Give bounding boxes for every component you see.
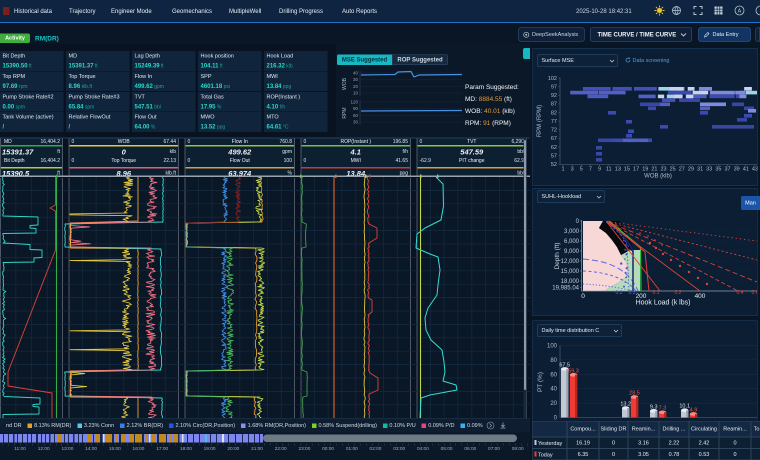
- svg-text:100: 100: [547, 344, 558, 350]
- svg-text:18,000: 18,000: [561, 279, 580, 285]
- svg-text:Depth (ft): Depth (ft): [554, 242, 561, 269]
- svg-text:52: 52: [551, 162, 557, 168]
- svg-text:A: A: [738, 9, 742, 15]
- svg-text:40: 40: [550, 387, 557, 393]
- svg-text:67.5: 67.5: [559, 362, 570, 368]
- svg-text:6,000: 6,000: [564, 239, 580, 245]
- svg-text:57: 57: [551, 153, 557, 159]
- svg-text:0.2: 0.2: [675, 290, 682, 296]
- svg-text:72: 72: [551, 128, 557, 134]
- svg-text:0.2: 0.2: [616, 290, 623, 296]
- svg-text:3: 3: [571, 167, 574, 173]
- svg-text:12,000: 12,000: [561, 259, 580, 265]
- svg-text:RPM (RPM): RPM (RPM): [537, 105, 543, 137]
- svg-text:60: 60: [550, 372, 557, 378]
- svg-text:15: 15: [624, 167, 630, 173]
- svg-text:7: 7: [589, 167, 592, 173]
- svg-text:9.3: 9.3: [650, 404, 658, 410]
- svg-text:23: 23: [660, 167, 666, 173]
- svg-text:20: 20: [353, 84, 359, 89]
- svg-text:0: 0: [576, 219, 580, 225]
- svg-text:13.2: 13.2: [620, 401, 631, 407]
- svg-text:400: 400: [695, 293, 706, 300]
- svg-text:9: 9: [598, 167, 601, 173]
- svg-text:13: 13: [615, 167, 621, 173]
- svg-text:35: 35: [715, 167, 721, 173]
- svg-text:30: 30: [353, 120, 359, 125]
- svg-text:20: 20: [550, 401, 557, 407]
- svg-text:59.3: 59.3: [568, 368, 579, 374]
- svg-text:27: 27: [679, 167, 685, 173]
- svg-text:90: 90: [353, 106, 359, 111]
- svg-text:67: 67: [551, 136, 557, 142]
- svg-text:92: 92: [551, 93, 557, 99]
- svg-text:3,000: 3,000: [564, 229, 580, 235]
- svg-text:WOB: WOB: [342, 77, 348, 90]
- svg-text:17: 17: [633, 167, 639, 173]
- svg-text:5: 5: [580, 167, 583, 173]
- svg-text:10: 10: [353, 91, 359, 96]
- svg-text:60: 60: [353, 113, 359, 118]
- svg-text:102: 102: [548, 76, 557, 82]
- svg-text:120: 120: [350, 100, 358, 105]
- svg-text:0.4: 0.4: [737, 290, 744, 296]
- svg-text:97: 97: [551, 84, 557, 90]
- svg-text:29: 29: [688, 167, 694, 173]
- svg-text:0.1: 0.1: [653, 290, 660, 296]
- svg-text:19,985.04: 19,985.04: [552, 286, 579, 292]
- svg-text:0: 0: [554, 416, 558, 422]
- svg-text:WOB (klb): WOB (klb): [644, 174, 672, 180]
- svg-text:41: 41: [743, 167, 749, 173]
- svg-text:Hook Load (k lbs): Hook Load (k lbs): [636, 300, 691, 307]
- svg-text:77: 77: [551, 119, 557, 125]
- svg-text:82: 82: [551, 110, 557, 116]
- svg-text:19: 19: [642, 167, 648, 173]
- svg-text:40: 40: [353, 71, 359, 76]
- svg-text:33: 33: [706, 167, 712, 173]
- svg-text:7.3: 7.3: [659, 406, 667, 412]
- svg-text:28.5: 28.5: [629, 390, 640, 396]
- svg-text:30: 30: [353, 77, 359, 82]
- svg-text:21: 21: [651, 167, 657, 173]
- svg-text:87: 87: [551, 102, 557, 108]
- svg-text:9,000: 9,000: [564, 249, 580, 255]
- svg-text:15,000: 15,000: [561, 269, 580, 275]
- svg-text:PT (%): PT (%): [537, 372, 544, 392]
- svg-text:37: 37: [724, 167, 730, 173]
- svg-text:0: 0: [581, 293, 585, 300]
- svg-text:62: 62: [551, 145, 557, 151]
- svg-text:43: 43: [752, 167, 758, 173]
- svg-text:0.6: 0.6: [752, 290, 758, 296]
- svg-text:1: 1: [561, 167, 564, 173]
- svg-text:11: 11: [606, 167, 612, 173]
- svg-text:80: 80: [550, 358, 557, 364]
- svg-text:0.3: 0.3: [629, 290, 636, 296]
- svg-text:4.9: 4.9: [690, 407, 698, 413]
- svg-text:25: 25: [670, 167, 676, 173]
- svg-text:31: 31: [697, 167, 703, 173]
- svg-text:RPM: RPM: [342, 107, 348, 118]
- svg-text:10.1: 10.1: [679, 404, 690, 410]
- svg-text:39: 39: [734, 167, 740, 173]
- svg-text:200: 200: [636, 293, 647, 300]
